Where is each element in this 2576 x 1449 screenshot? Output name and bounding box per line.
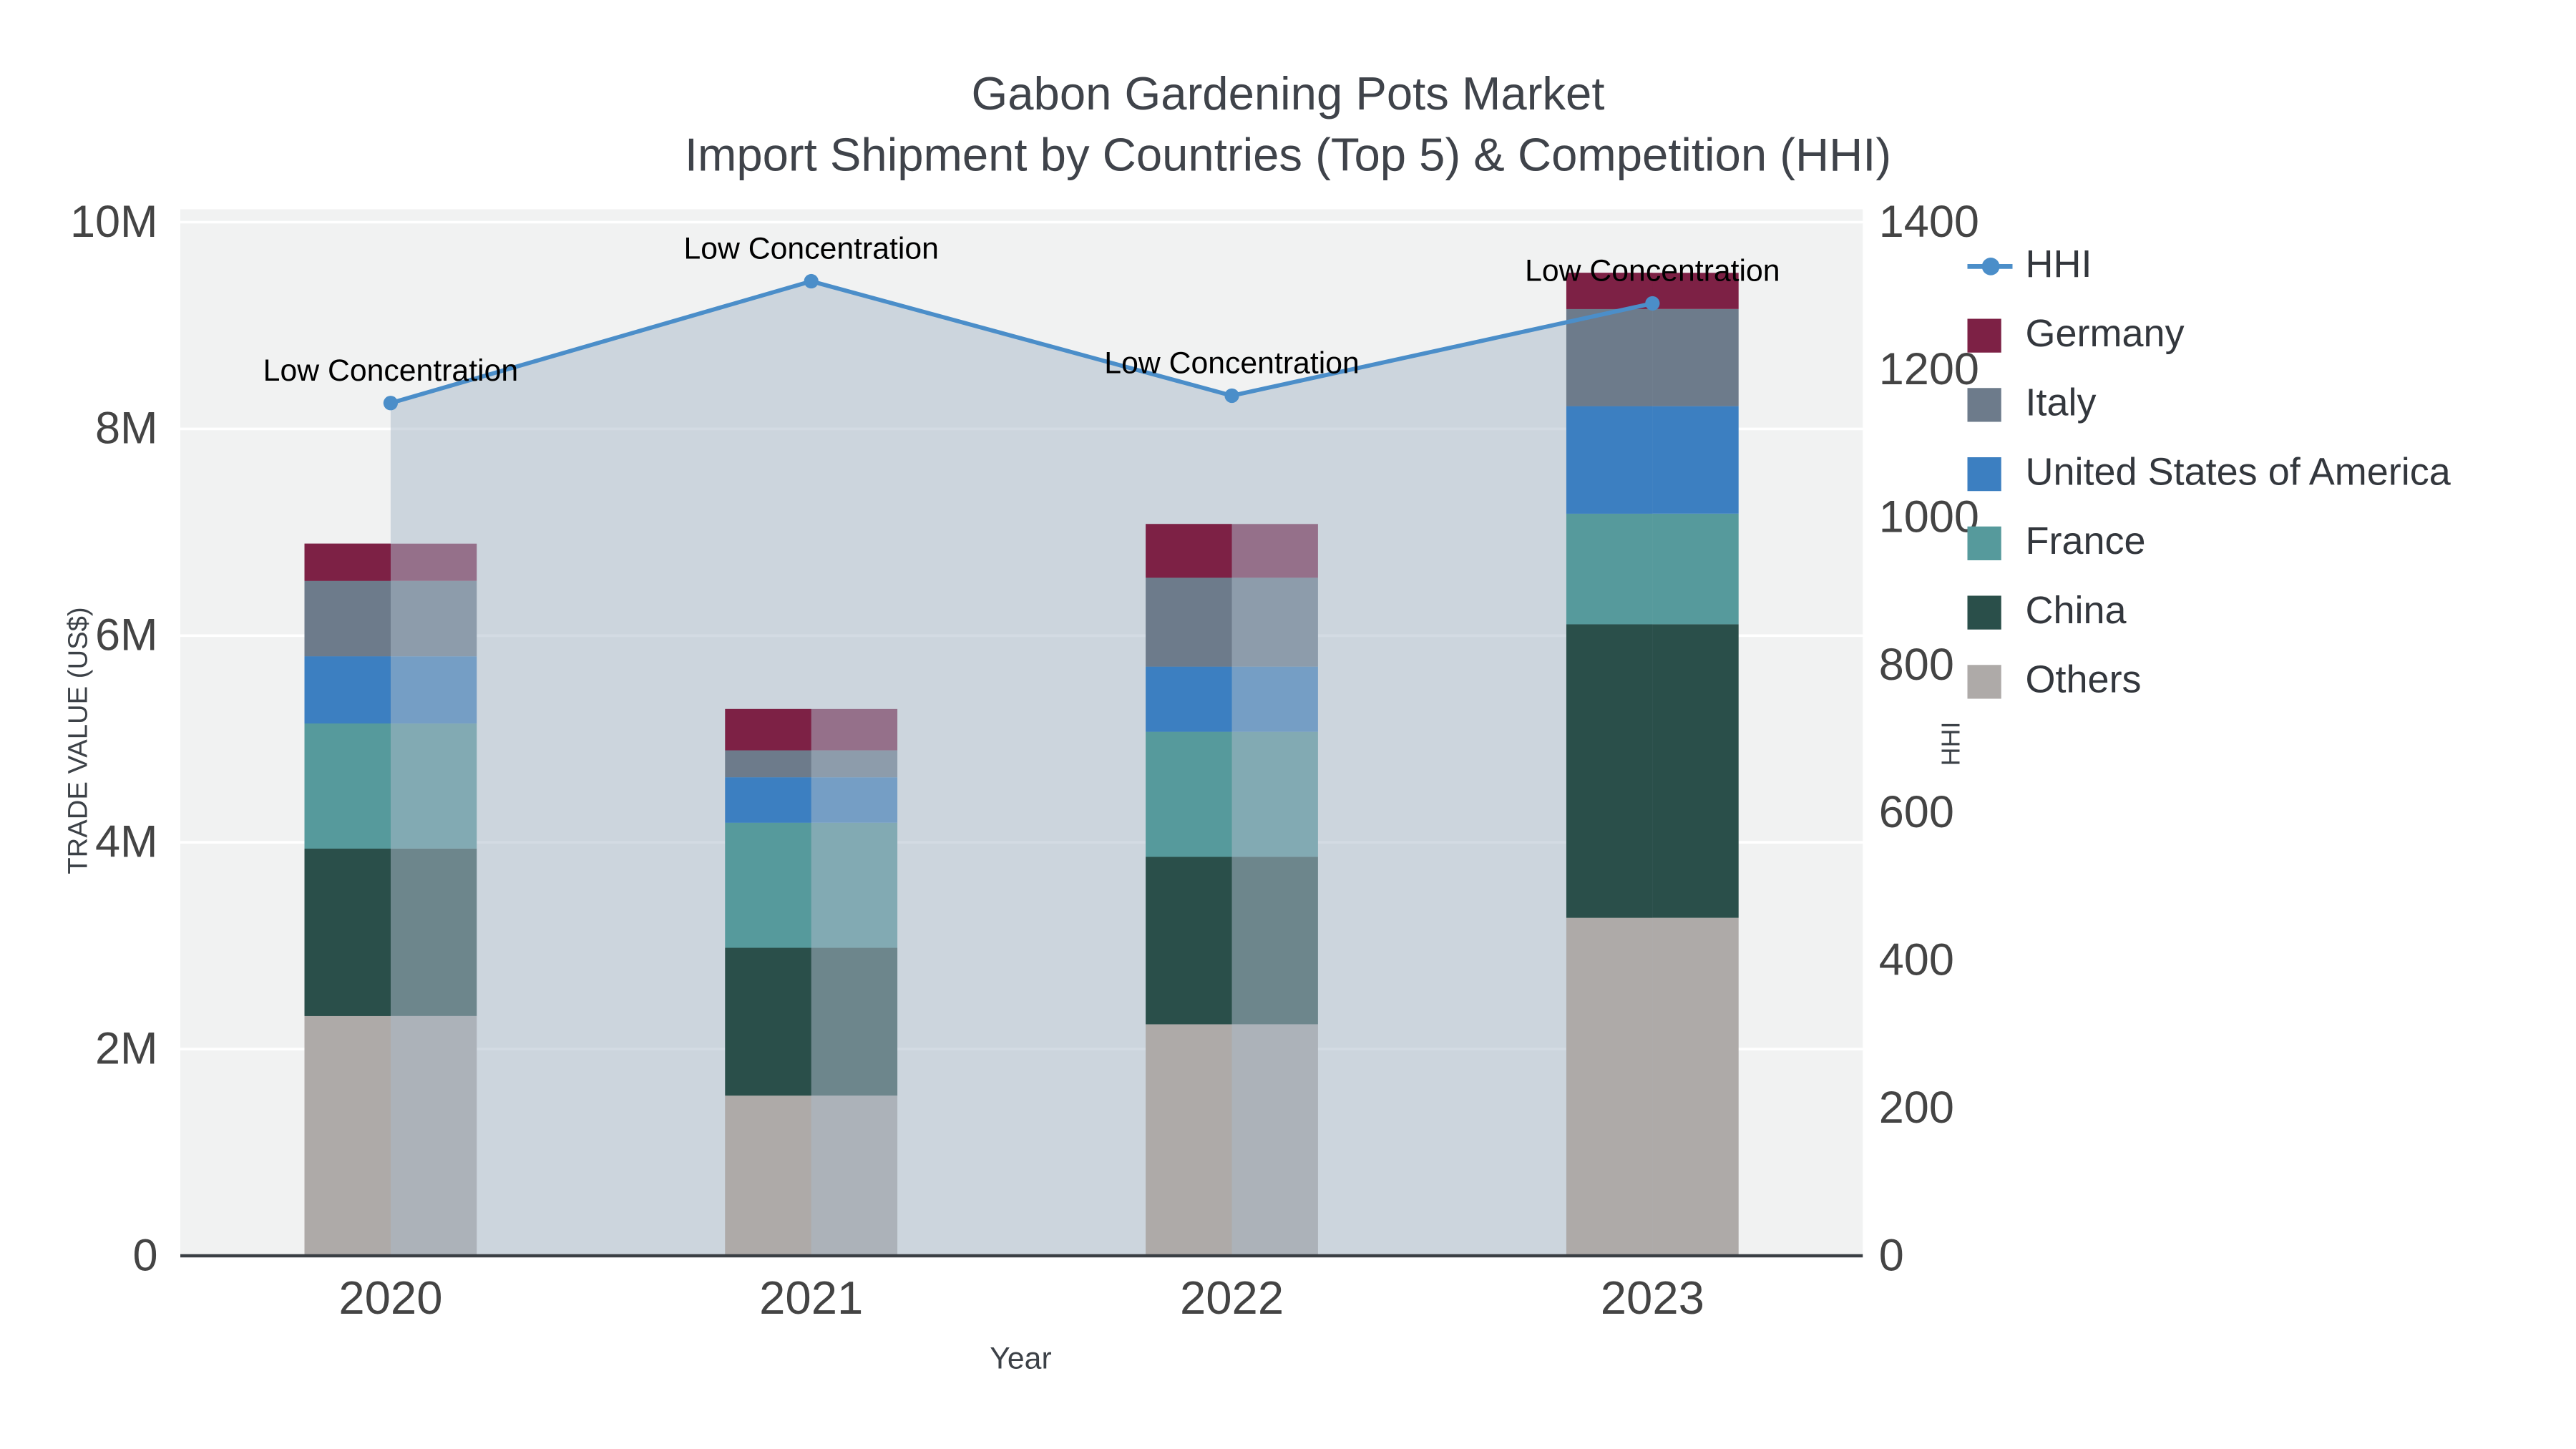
bar-segment-italy-2021-overlay [725, 750, 811, 778]
legend-line-sample-icon [1967, 249, 2013, 283]
bar-segment-germany-2022-overlay [1146, 524, 1232, 578]
right-axis-tick-label: 800 [1879, 640, 1954, 690]
legend-swatch-icon [1967, 387, 2013, 421]
bar-segment-france-2022-overlay [1146, 731, 1232, 857]
left-axis-tick-label: 2M [95, 1023, 158, 1073]
bar-segment-germany-2020-overlay [304, 543, 391, 581]
hhi-area-fill [390, 281, 1653, 1256]
legend-swatch-icon [1967, 456, 2013, 491]
bar-segment-china-2020-overlay [304, 848, 391, 1016]
right-axis-tick-label: 200 [1879, 1083, 1954, 1133]
right-axis-tick-label: 400 [1879, 935, 1954, 985]
legend-label-germany: Germany [2025, 312, 2185, 356]
bar-segment-france-2020-overlay [304, 723, 391, 849]
bar-segment-usa-2020-overlay [304, 656, 391, 724]
bar-segment-usa-2021-overlay [725, 777, 811, 823]
x-axis-title: Year [990, 1342, 1052, 1377]
bar-segment-others-2020-overlay [304, 1015, 391, 1256]
chart-title-line1: Gabon Gardening Pots Market [971, 69, 1605, 121]
annotation-2023: Low Concentration [1525, 253, 1780, 288]
chart-title: Gabon Gardening Pots Market Import Shipm… [0, 64, 2576, 187]
annotation-2021: Low Concentration [683, 232, 938, 266]
legend-item-italy[interactable]: Italy [1967, 380, 2451, 429]
hhi-point-2022[interactable] [1224, 388, 1239, 404]
legend: HHI Germany Italy United States of America F… [1967, 242, 2451, 706]
annotation-2022: Low Concentration [1104, 346, 1359, 380]
bar-segment-germany-2023-overlay [1566, 273, 1653, 309]
legend-label-usa: United States of America [2025, 451, 2451, 494]
legend-item-france[interactable]: France [1967, 519, 2451, 567]
chart-title-line2: Import Shipment by Countries (Top 5) & C… [684, 130, 1892, 182]
x-axis-tick-label-2023: 2023 [1601, 1272, 1704, 1324]
bar-segment-usa-2023-overlay [1566, 406, 1653, 514]
right-axis-tick-label: 600 [1879, 787, 1954, 837]
x-axis-tick-label-2020: 2020 [338, 1272, 442, 1324]
legend-swatch-icon [1967, 318, 2013, 352]
legend-label-italy: Italy [2025, 381, 2097, 425]
legend-swatch-icon [1967, 664, 2013, 698]
hhi-line[interactable] [390, 279, 1653, 406]
legend-item-hhi[interactable]: HHI [1967, 242, 2451, 291]
legend-label-others: Others [2025, 658, 2142, 702]
hhi-point-2020[interactable] [383, 396, 399, 411]
left-axis-tick-label: 0 [132, 1230, 157, 1280]
bar-segment-others-2022-overlay [1146, 1024, 1232, 1256]
right-axis-tick-label: 1000 [1879, 492, 1979, 542]
hhi-point-2023[interactable] [1645, 296, 1660, 311]
x-axis-tick-label-2021: 2021 [759, 1272, 863, 1324]
left-axis-tick-label: 10M [70, 197, 158, 247]
bar-segment-france-2021-overlay [725, 822, 811, 948]
bar-segment-others-2023-overlay [1566, 917, 1653, 1256]
bar-segment-china-2021-overlay [725, 947, 811, 1096]
bar-segment-china-2023-overlay [1566, 624, 1653, 918]
bar-segment-france-2023-overlay [1566, 513, 1653, 625]
right-axis-tick-label: 1400 [1879, 197, 1979, 247]
legend-item-usa[interactable]: United States of America [1967, 449, 2451, 498]
legend-label-france: France [2025, 519, 2146, 564]
legend-label-china: China [2025, 589, 2127, 633]
left-axis-tick-label: 4M [95, 816, 158, 867]
right-axis-tick-label: 1200 [1879, 344, 1979, 394]
hhi-point-2021[interactable] [804, 273, 819, 289]
bar-segment-italy-2020-overlay [304, 580, 391, 657]
bar-segment-others-2021-overlay [725, 1096, 811, 1256]
bar-segment-italy-2023-overlay [1566, 308, 1653, 406]
legend-item-others[interactable]: Others [1967, 657, 2451, 706]
right-axis-title: HHI [1938, 721, 1966, 766]
legend-item-germany[interactable]: Germany [1967, 311, 2451, 359]
legend-label-hhi: HHI [2025, 243, 2092, 287]
left-axis-tick-label: 8M [95, 404, 158, 454]
bar-segment-germany-2021-overlay [725, 708, 811, 751]
bar-segment-china-2022-overlay [1146, 857, 1232, 1025]
legend-item-china[interactable]: China [1967, 587, 2451, 636]
left-axis-tick-label: 6M [95, 610, 158, 660]
legend-swatch-icon [1967, 595, 2013, 629]
annotation-2020: Low Concentration [263, 353, 518, 388]
bar-segment-italy-2022-overlay [1146, 577, 1232, 667]
legend-swatch-icon [1967, 525, 2013, 560]
bar-segment-usa-2022-overlay [1146, 666, 1232, 732]
x-axis-tick-label-2022: 2022 [1180, 1272, 1284, 1324]
right-axis-tick-label: 0 [1879, 1230, 1904, 1280]
left-axis-title: TRADE VALUE (US$) [62, 607, 94, 874]
